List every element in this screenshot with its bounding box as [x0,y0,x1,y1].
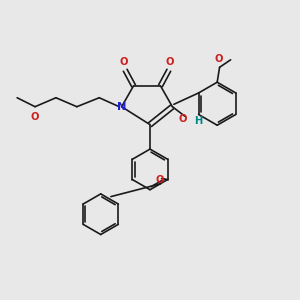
Text: N: N [117,102,126,112]
Text: O: O [178,114,187,124]
Text: H: H [194,116,202,126]
Text: O: O [215,54,223,64]
Text: O: O [166,57,174,67]
Text: O: O [31,112,39,122]
Text: O: O [120,57,128,67]
Text: O: O [156,175,164,185]
